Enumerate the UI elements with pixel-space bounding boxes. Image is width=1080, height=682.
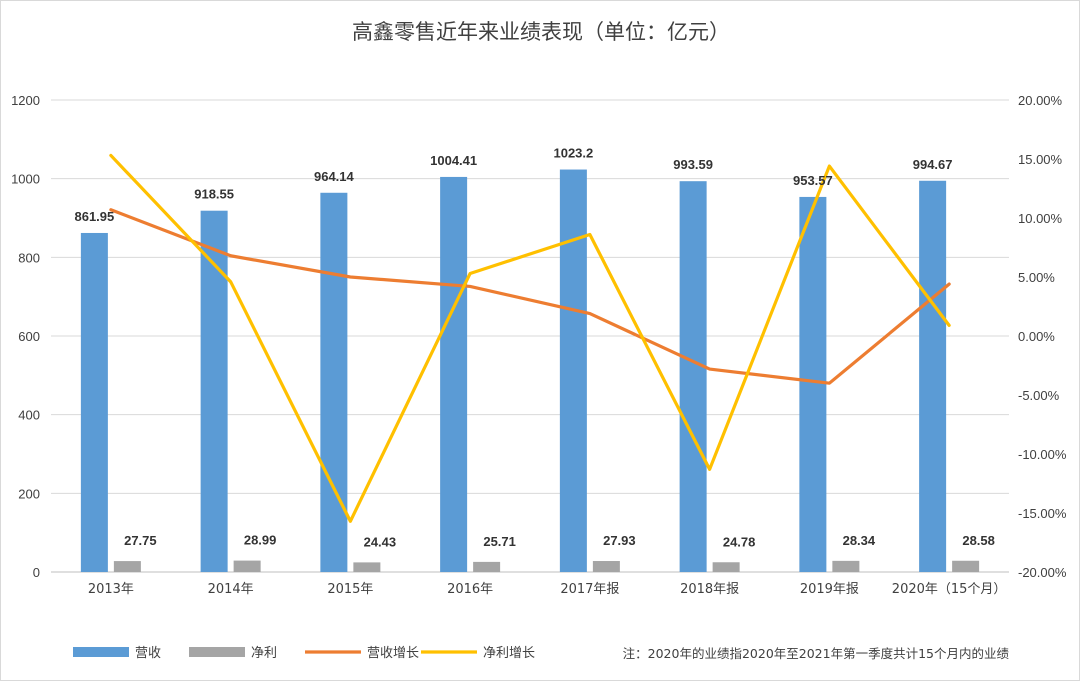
profit-bar xyxy=(233,560,261,572)
profit-bar xyxy=(952,560,980,572)
revenue-label: 953.57 xyxy=(793,173,833,188)
gridlines xyxy=(51,99,1009,573)
x-axis-category: 2013年 xyxy=(88,582,134,597)
revenue-bar xyxy=(320,192,348,572)
revenue-label: 1004.41 xyxy=(430,153,477,168)
right-axis-tick: -15.00% xyxy=(1018,506,1067,521)
right-axis-tick: -5.00% xyxy=(1018,388,1060,403)
right-axis-tick: 5.00% xyxy=(1018,270,1055,285)
revenue-label: 993.59 xyxy=(673,157,713,172)
profit-label: 24.78 xyxy=(723,534,756,549)
right-axis-ticks: -20.00% -15.00% -10.00% -5.00% 0.00% 5.00% 10.… xyxy=(1018,93,1067,580)
right-axis-tick: 10.00% xyxy=(1018,211,1063,226)
profit-label: 27.93 xyxy=(603,533,636,548)
legend-label: 营收增长 xyxy=(367,646,419,661)
revenue-label: 964.14 xyxy=(314,169,355,184)
left-axis-tick: 600 xyxy=(18,329,40,344)
profit-label: 28.34 xyxy=(843,533,876,548)
left-axis-tick: 800 xyxy=(18,250,40,265)
legend-label: 净利 xyxy=(251,646,277,661)
profit-bar xyxy=(473,561,501,572)
x-axis-category: 2015年 xyxy=(327,582,373,597)
right-axis-tick: -20.00% xyxy=(1018,565,1067,580)
legend-swatch xyxy=(189,647,245,657)
profit-bar xyxy=(712,562,740,572)
right-axis-tick: 20.00% xyxy=(1018,93,1063,108)
profit-growth-line xyxy=(109,153,951,523)
revenue-label: 994.67 xyxy=(913,157,953,172)
growth-lines xyxy=(109,153,951,523)
profit-label: 25.71 xyxy=(483,534,516,549)
profit-bar xyxy=(592,561,620,572)
bars xyxy=(80,169,980,573)
revenue-growth-line xyxy=(109,208,951,385)
data-labels: 861.95 918.55 964.14 1004.41 1023.2 993.59 953… xyxy=(74,146,994,550)
legend-swatch xyxy=(73,647,129,657)
profit-label: 28.58 xyxy=(962,533,995,548)
legend-item: 净利 xyxy=(189,646,277,661)
x-axis-category: 2017年报 xyxy=(560,582,619,597)
profit-bar xyxy=(353,562,381,572)
right-axis-tick: 0.00% xyxy=(1018,329,1055,344)
profit-label: 27.75 xyxy=(124,533,157,548)
profit-label: 28.99 xyxy=(244,533,277,548)
profit-bar xyxy=(832,560,860,572)
left-axis-tick: 200 xyxy=(18,486,40,501)
x-axis-category: 2019年报 xyxy=(800,582,859,597)
revenue-bar xyxy=(440,176,468,572)
x-axis-category: 2014年 xyxy=(208,582,254,597)
left-axis-tick: 1200 xyxy=(11,93,40,108)
profit-label: 24.43 xyxy=(364,534,397,549)
legend-item: 营收增长 xyxy=(305,646,419,661)
left-axis-ticks: 0 200 400 600 800 1000 1200 xyxy=(11,93,40,580)
revenue-bar xyxy=(799,196,827,572)
right-axis-tick: -10.00% xyxy=(1018,447,1067,462)
x-axis-category: 2018年报 xyxy=(680,582,739,597)
revenue-label: 861.95 xyxy=(74,209,114,224)
revenue-label: 918.55 xyxy=(194,187,234,202)
x-axis-category: 2016年 xyxy=(447,582,493,597)
x-axis-categories: 2013年 2014年 2015年 2016年 2017年报 2018年报 2019年报 20… xyxy=(88,582,1007,597)
left-axis-tick: 1000 xyxy=(11,172,40,187)
legend-label: 净利增长 xyxy=(483,646,535,661)
revenue-bar xyxy=(200,210,228,572)
legend-item: 净利增长 xyxy=(421,646,535,661)
revenue-bar xyxy=(559,169,587,573)
chart-title: 高鑫零售近年来业绩表现（单位：亿元） xyxy=(352,20,730,44)
x-axis-category: 2020年（15个月） xyxy=(892,582,1007,597)
revenue-bar xyxy=(919,180,947,573)
legend-item: 营收 xyxy=(73,646,161,661)
revenue-bar xyxy=(679,181,707,572)
profit-bar xyxy=(113,561,141,572)
revenue-label: 1023.2 xyxy=(553,146,593,161)
footnote: 注：2020年的业绩指2020年至2021年第一季度共计15个月内的业绩 xyxy=(623,646,1010,661)
revenue-bar xyxy=(80,232,108,572)
right-axis-tick: 15.00% xyxy=(1018,152,1063,167)
left-axis-tick: 0 xyxy=(33,565,40,580)
legend-label: 营收 xyxy=(135,646,161,661)
legend: 营收 净利 营收增长 净利增长 xyxy=(73,646,535,661)
left-axis-tick: 400 xyxy=(18,408,40,423)
